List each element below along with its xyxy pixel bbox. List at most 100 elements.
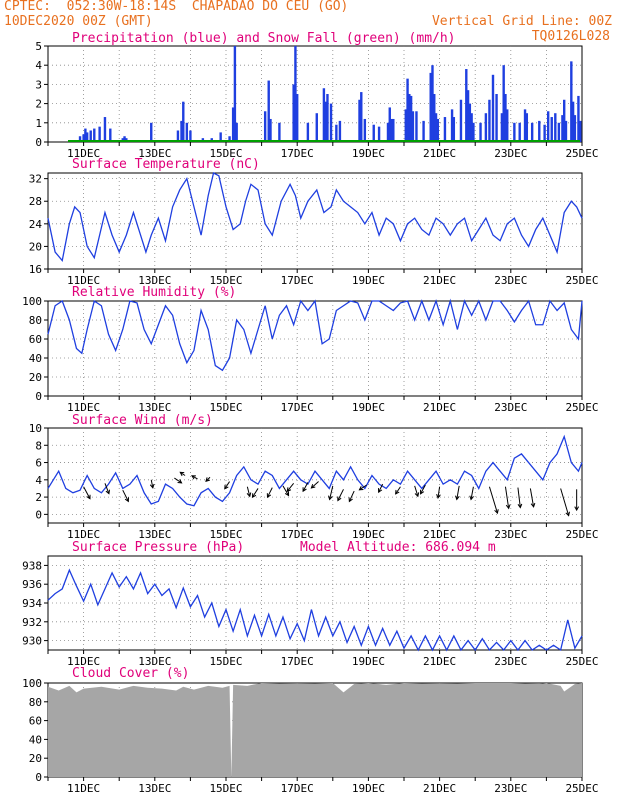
panel-frame <box>47 172 583 270</box>
wind-arrow-head <box>420 489 425 495</box>
wind-arrow <box>359 484 367 491</box>
y-tick-label: 932 <box>22 616 42 629</box>
panel-title: Relative Humidity (%) <box>72 285 236 300</box>
y-tick-label: 20 <box>29 240 42 253</box>
precip-bar <box>561 115 564 142</box>
y-tick-label: 3 <box>35 78 42 91</box>
precip-bar <box>404 109 407 142</box>
y-tick-label: 16 <box>29 263 42 276</box>
precip-bar <box>513 122 516 142</box>
precip-bar <box>182 101 185 142</box>
precip-bar <box>392 118 395 142</box>
precip-bar <box>409 95 413 142</box>
wind-arrow-head <box>124 497 130 503</box>
wind-arrow-head <box>105 489 110 495</box>
precip-bar <box>292 84 295 142</box>
wind-arrow <box>302 482 309 492</box>
y-tick-label: 40 <box>29 352 42 365</box>
x-tick-label: 17DEC <box>281 782 314 795</box>
wind-arrow <box>517 487 521 508</box>
precip-bar <box>411 111 415 142</box>
precip-bar <box>579 120 582 142</box>
x-tick-label: 25DEC <box>565 528 598 541</box>
precip-bar <box>109 128 112 142</box>
x-tick-label: 23DEC <box>494 782 527 795</box>
y-tick-label: 2 <box>35 98 42 111</box>
precip-bar <box>450 109 454 142</box>
precip-bar <box>431 65 434 142</box>
precip-bar <box>315 113 318 142</box>
precip-bar <box>294 46 297 142</box>
precip-bar <box>360 92 363 142</box>
precip-bar <box>103 117 107 142</box>
header-station: CPTEC: 052:30W-18:14S CHAPADAO DO CEU (G… <box>4 0 349 14</box>
x-tick-label: 23DEC <box>494 147 527 160</box>
x-tick-label: 25DEC <box>565 401 598 414</box>
precip-bar <box>422 120 425 142</box>
precip-bar <box>443 117 447 142</box>
precip-bar <box>554 113 557 142</box>
precip-bar <box>571 101 575 142</box>
wind-arrow-head <box>469 495 474 501</box>
precip-bar <box>465 69 468 142</box>
x-tick-label: 19DEC <box>352 782 385 795</box>
precip-bar <box>429 72 432 142</box>
precip-bar <box>326 94 329 142</box>
wind-arrow <box>378 483 384 493</box>
precip-bar <box>523 109 527 142</box>
x-tick-label: 23DEC <box>494 274 527 287</box>
precip-bar <box>415 111 418 142</box>
precip-bar <box>500 113 504 142</box>
x-tick-label: 11DEC <box>67 274 100 287</box>
precip-bar <box>82 134 85 142</box>
precip-bar <box>176 130 180 142</box>
precip-bar <box>436 118 440 142</box>
panel-title: Surface Wind (m/s) <box>72 413 213 428</box>
wind-arrow-head <box>266 493 272 499</box>
wind-arrow <box>456 485 460 500</box>
series-line <box>47 434 583 507</box>
precip-bar <box>338 120 342 142</box>
model-altitude-note: Model Altitude: 686.094 m <box>300 540 496 555</box>
panel-title: Surface Pressure (hPa) <box>72 540 244 555</box>
wind-arrow-head <box>455 495 460 501</box>
x-tick-label: 17DEC <box>281 655 314 668</box>
x-tick-label: 15DEC <box>209 528 242 541</box>
x-tick-label: 19DEC <box>352 274 385 287</box>
x-tick-label: 25DEC <box>565 274 598 287</box>
x-tick-label: 13DEC <box>138 528 171 541</box>
wind-arrow <box>267 487 273 498</box>
wind-arrow-head <box>377 488 383 494</box>
wind-arrow <box>174 477 182 484</box>
x-tick-label: 17DEC <box>281 147 314 160</box>
wind-arrow <box>414 485 419 497</box>
panel-frame <box>47 427 583 524</box>
precip-bar <box>479 122 482 142</box>
y-tick-label: 80 <box>29 696 42 709</box>
wind-arrow <box>504 486 510 509</box>
precip-bar <box>563 99 566 142</box>
y-tick-label: 10 <box>29 422 42 435</box>
x-tick-label: 25DEC <box>565 782 598 795</box>
precip-bar <box>363 118 367 142</box>
x-tick-label: 13DEC <box>138 782 171 795</box>
x-tick-label: 17DEC <box>281 274 314 287</box>
x-tick-label: 19DEC <box>352 655 385 668</box>
y-tick-label: 0 <box>35 771 42 784</box>
y-tick-label: 4 <box>35 474 42 487</box>
wind-arrow-head <box>177 479 183 484</box>
precip-bar <box>278 122 281 142</box>
wind-arrow <box>311 481 319 489</box>
series-line <box>47 568 583 652</box>
precip-bar <box>150 122 153 142</box>
x-tick-label: 19DEC <box>352 528 385 541</box>
precip-bar <box>577 95 580 142</box>
precip-bar <box>228 136 231 142</box>
wind-arrow <box>329 485 334 500</box>
wind-arrow <box>104 483 110 494</box>
precip-bar <box>219 132 222 142</box>
x-tick-label: 15DEC <box>209 274 242 287</box>
precip-bar <box>180 120 183 142</box>
precip-bar <box>386 122 390 142</box>
precip-bar <box>388 107 391 142</box>
